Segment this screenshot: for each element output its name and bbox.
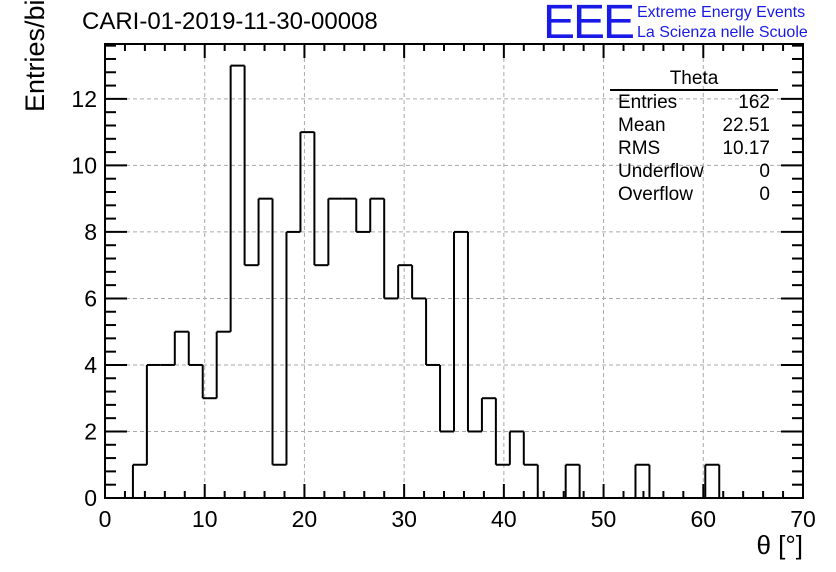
stats-label: RMS <box>618 138 661 159</box>
stats-row-underflow: Underflow 0 <box>610 160 778 183</box>
stats-value: 0 <box>759 184 770 205</box>
y-tick-label: 6 <box>84 285 97 311</box>
x-tick-label: 50 <box>591 506 617 532</box>
stats-row-entries: Entries 162 <box>610 91 778 114</box>
x-axis-label: θ [°] <box>756 530 803 560</box>
y-tick-label: 12 <box>71 86 97 112</box>
logo-line-1: Extreme Energy Events <box>637 4 806 21</box>
stats-box: Theta Entries 162 Mean 22.51 RMS 10.17 U… <box>610 68 778 206</box>
stats-row-rms: RMS 10.17 <box>610 137 778 160</box>
stats-row-overflow: Overflow 0 <box>610 183 778 206</box>
stats-title: Theta <box>610 68 778 91</box>
y-tick-label: 0 <box>84 485 97 511</box>
x-tick-label: 0 <box>99 506 112 532</box>
chart-title: CARI-01-2019-11-30-00008 <box>82 8 378 35</box>
x-tick-label: 70 <box>790 506 816 532</box>
stats-label: Overflow <box>618 184 693 205</box>
x-tick-label: 30 <box>391 506 417 532</box>
stats-value: 10.17 <box>722 138 770 159</box>
stats-value: 22.51 <box>722 115 770 136</box>
stats-value: 0 <box>759 161 770 182</box>
stats-row-mean: Mean 22.51 <box>610 114 778 137</box>
x-tick-label: 60 <box>690 506 716 532</box>
stats-label: Underflow <box>618 161 704 182</box>
stats-label: Mean <box>618 115 666 136</box>
stats-label: Entries <box>618 92 678 113</box>
y-tick-label: 4 <box>84 352 97 378</box>
x-tick-label: 10 <box>192 506 218 532</box>
x-tick-label: 20 <box>292 506 318 532</box>
eee-logo: EEE <box>543 0 635 49</box>
y-tick-label: 10 <box>71 152 97 178</box>
stats-value: 162 <box>738 92 770 113</box>
y-tick-label: 2 <box>84 418 97 444</box>
y-tick-label: 8 <box>84 219 97 245</box>
x-tick-label: 40 <box>491 506 517 532</box>
logo-line-2: La Scienza nelle Scuole <box>637 24 808 41</box>
